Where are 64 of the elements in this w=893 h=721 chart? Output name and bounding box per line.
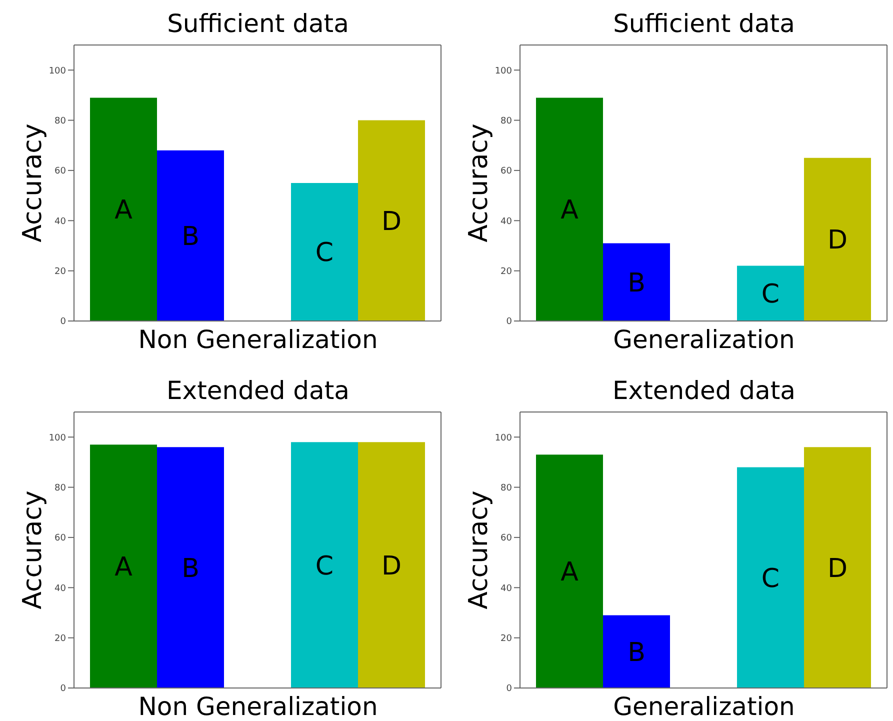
y-tick-label: 40 (54, 216, 66, 227)
chart-title: Extended data (166, 375, 350, 407)
data-label: C (761, 564, 780, 594)
y-tick-label: 20 (54, 634, 66, 644)
data-label: A (114, 196, 133, 226)
y-tick-label: 60 (54, 534, 66, 544)
y-axis-title: Accuracy (18, 124, 48, 242)
bar (737, 467, 804, 688)
y-tick-label: 0 (60, 317, 66, 328)
x-axis-title: Non Generalization (137, 692, 379, 721)
data-label: D (827, 226, 848, 256)
y-tick-label: 100 (48, 433, 66, 444)
bar (536, 454, 603, 688)
data-label: B (182, 554, 200, 584)
y-tick-label: 20 (500, 267, 512, 278)
bar (90, 98, 157, 321)
y-tick-label: 100 (494, 66, 512, 76)
x-axis-title: Generalization (612, 325, 796, 355)
bar (536, 98, 603, 321)
data-label: C (761, 280, 780, 310)
bar (737, 266, 804, 321)
y-tick-label: 80 (54, 483, 66, 494)
data-label: B (628, 638, 646, 668)
data-label: D (381, 206, 402, 237)
data-label: B (182, 222, 200, 252)
y-axis-title: Accuracy (464, 124, 494, 242)
y-tick-label: 100 (494, 433, 512, 444)
chart-title: Extended data (612, 375, 796, 407)
y-tick-label: 0 (60, 684, 66, 694)
x-axis-title: Generalization (612, 692, 796, 721)
data-label: C (315, 551, 334, 582)
bar (603, 615, 670, 688)
y-tick-label: 40 (54, 584, 66, 594)
data-label: C (315, 238, 334, 268)
y-axis-title: Accuracy (464, 490, 494, 610)
data-label: D (381, 551, 402, 582)
y-tick-label: 80 (500, 483, 512, 494)
bar (358, 120, 425, 321)
x-axis-title: Non Generalization (137, 325, 379, 355)
y-tick-label: 40 (500, 216, 512, 227)
y-tick-label: 60 (500, 534, 512, 544)
y-tick-label: 20 (500, 634, 512, 644)
y-tick-label: 60 (54, 166, 66, 177)
bar (291, 183, 358, 321)
chart-title: Sufficient data (166, 8, 350, 40)
y-tick-label: 80 (54, 116, 66, 126)
chart-title: Sufficient data (612, 8, 796, 40)
y-tick-label: 40 (500, 584, 512, 594)
data-label: A (560, 196, 579, 226)
y-tick-label: 0 (506, 317, 512, 328)
y-tick-label: 100 (48, 66, 66, 76)
bar (157, 150, 224, 321)
y-tick-label: 60 (500, 166, 512, 177)
bar (804, 158, 871, 321)
y-tick-label: 20 (54, 267, 66, 278)
data-label: B (628, 268, 646, 298)
bar (804, 447, 871, 688)
y-tick-label: 80 (500, 116, 512, 126)
y-tick-label: 0 (506, 684, 512, 694)
y-axis-title: Accuracy (18, 490, 48, 610)
data-label: A (114, 552, 133, 583)
data-label: A (560, 558, 579, 588)
data-label: D (827, 554, 848, 584)
bar (603, 243, 670, 321)
